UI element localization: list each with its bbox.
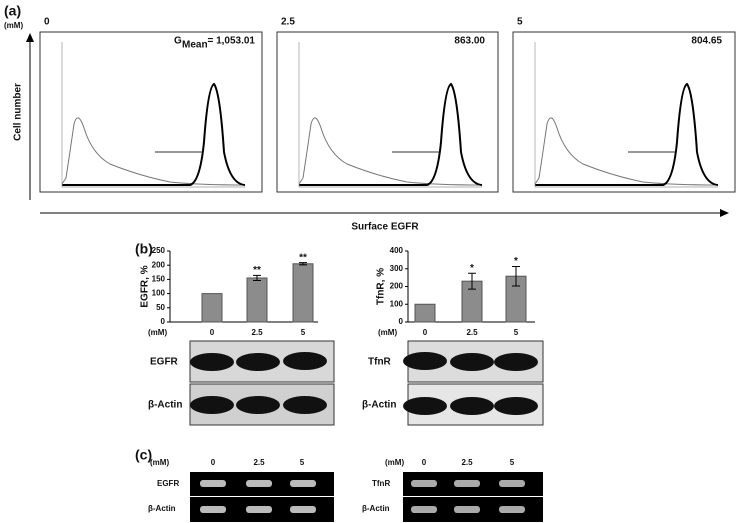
y-tick-label: 0 [161,317,166,326]
unit-label: (mM) [4,21,23,30]
flow-panel [512,31,736,193]
gmean-sub: Mean [182,40,208,51]
significance: * [470,263,474,274]
significance: ** [253,265,261,276]
panel-label: (b) [135,241,153,257]
gmean-value: 804.65 [691,36,722,47]
significance: * [514,256,518,267]
dose-label: 2.5 [281,17,295,28]
bar [292,263,314,323]
flow-panel [39,31,263,193]
dose-label: 0 [44,17,50,28]
y-tick-label: 400 [390,246,404,255]
x-tick-label: 0 [210,328,215,337]
y-tick-label: 200 [390,282,404,291]
axis-label: Surface EGFR [351,222,419,233]
unit-label: (mM) [148,328,167,337]
bar [246,277,268,323]
blot-label: TfnR [368,357,392,368]
x-tick-label: 2.5 [466,328,478,337]
gel-label: β-Actin [362,504,390,513]
x-tick-label: 0 [423,328,428,337]
lane-label: 0 [422,458,427,467]
y-tick-label: 200 [152,260,166,269]
y-tick-label: 250 [152,246,166,255]
blot-label: β-Actin [362,400,396,411]
bar [201,293,223,323]
x-tick-label: 5 [514,328,519,337]
error-bar [468,272,476,290]
blot-label: EGFR [150,357,179,368]
unit-label: (mM) [150,458,169,467]
flow-panel [276,31,499,193]
y-tick-label: 150 [152,275,166,284]
lane-label: 0 [211,458,216,467]
unit-label: (mM) [385,458,404,467]
y-tick-label: 0 [399,317,404,326]
lane-label: 2.5 [461,458,473,467]
blot-label: β-Actin [148,400,182,411]
gel-label: TfnR [372,479,390,488]
lane-label: 5 [510,458,515,467]
error-bar [512,265,520,287]
gmean-value: = 1,053.01 [207,36,255,47]
gel-label: β-Actin [148,504,176,513]
error-bar [299,262,307,266]
error-bar [253,274,261,282]
dose-label: 5 [517,17,523,28]
y-tick-label: 50 [156,303,165,312]
y-tick-label: 300 [390,264,404,273]
y-axis-label: TfnR, % [376,268,387,305]
x-tick-label: 2.5 [251,328,263,337]
axis-label: Cell number [13,83,24,141]
gmean-value: 863.00 [454,36,485,47]
gel-label: EGFR [157,479,179,488]
lane-label: 2.5 [253,458,265,467]
arrow-head [26,33,34,42]
arrow-head [720,209,729,217]
y-tick-label: 100 [152,289,166,298]
panel-label: (c) [135,447,152,463]
panel-label: (a) [4,3,21,19]
y-tick-label: 100 [390,299,404,308]
bar [414,303,436,323]
gmean-symbol: G [174,36,182,47]
unit-label: (mM) [378,328,397,337]
lane-label: 5 [300,458,305,467]
y-axis-label: EGFR, % [140,265,151,307]
significance: ** [299,252,307,263]
x-tick-label: 5 [301,328,306,337]
